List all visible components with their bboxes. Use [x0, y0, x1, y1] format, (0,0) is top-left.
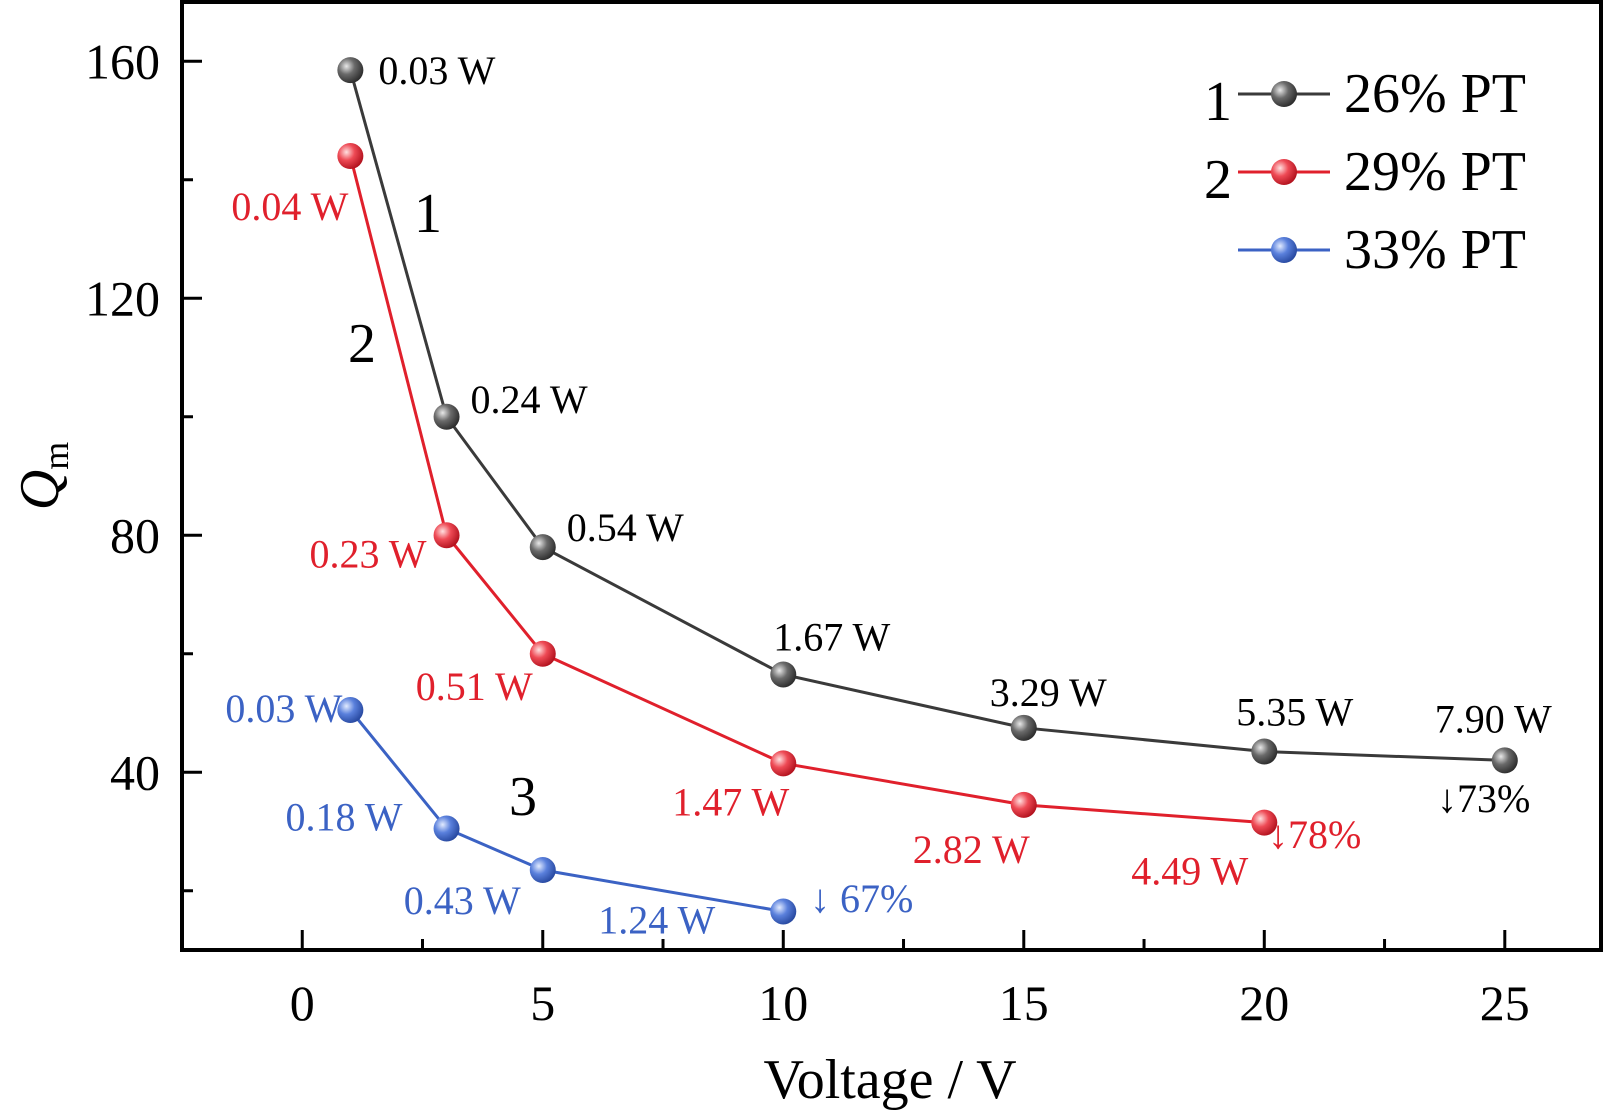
point-label: 7.90 W — [1435, 696, 1552, 741]
series-layer — [337, 57, 1518, 925]
data-point — [337, 143, 364, 170]
data-point — [337, 697, 364, 724]
series-line — [349, 709, 784, 913]
legend-number: 2 — [1204, 149, 1232, 211]
point-label: 1.67 W — [773, 614, 890, 659]
legend-label: 33% PT — [1344, 219, 1526, 281]
x-tick-label: 5 — [530, 975, 555, 1031]
data-point — [770, 750, 797, 777]
data-point — [337, 57, 364, 84]
data-point — [433, 403, 460, 430]
data-point — [433, 815, 460, 842]
y-tick-label: 160 — [85, 33, 160, 89]
data-point — [770, 898, 797, 925]
point-label: 4.49 W — [1131, 849, 1248, 894]
data-point — [529, 640, 556, 667]
legend-entry: 2 29% PT — [1204, 141, 1526, 211]
legend-swatch-marker — [1271, 159, 1297, 185]
point-label: 0.54 W — [567, 505, 684, 550]
data-point — [1251, 738, 1278, 765]
data-point — [529, 534, 556, 561]
curve-number-label: 2 — [348, 313, 376, 375]
data-point — [1010, 714, 1037, 741]
legend-entry: 1 26% PT — [1204, 63, 1526, 133]
plot-frame — [180, 0, 1603, 952]
data-point — [770, 661, 797, 688]
x-tick-label: 25 — [1480, 975, 1530, 1031]
point-label: 3.29 W — [990, 670, 1107, 715]
data-point — [529, 857, 556, 884]
x-axis-title: Voltage / V — [763, 1049, 1016, 1111]
point-label: 0.18 W — [286, 795, 403, 840]
y-tick-label: 120 — [85, 270, 160, 326]
point-label: 0.43 W — [404, 878, 521, 923]
data-point — [1251, 809, 1278, 836]
point-label: 5.35 W — [1236, 690, 1353, 735]
axes: 0 5 10 15 20 25 40 80 120 160 — [85, 33, 1530, 1031]
labels-layer: 0.03 W 0.24 W 0.54 W 1.67 W 3.29 W 5.35 W 7.90… — [225, 48, 1552, 942]
reduction-label: ↓73% — [1437, 776, 1530, 821]
point-label: 1.47 W — [672, 779, 789, 824]
legend-number: 1 — [1204, 71, 1232, 133]
series-line — [348, 155, 1265, 825]
point-label: 0.51 W — [416, 664, 533, 709]
y-axis-title: Qm — [9, 442, 76, 510]
series-3 — [337, 697, 797, 925]
point-label: 0.23 W — [310, 531, 427, 576]
curve-number-label: 1 — [414, 183, 442, 245]
series-2 — [337, 143, 1278, 836]
point-label: 2.82 W — [913, 827, 1030, 872]
y-tick-label: 40 — [110, 744, 160, 800]
x-tick-label: 10 — [758, 975, 808, 1031]
point-label: 0.04 W — [231, 184, 348, 229]
legend-label: 26% PT — [1344, 63, 1526, 125]
legend-swatch-marker — [1271, 81, 1297, 107]
reduction-label: ↓78% — [1268, 812, 1361, 857]
series-1 — [337, 57, 1518, 774]
reduction-label: ↓ 67% — [810, 876, 913, 921]
point-label: 1.24 W — [598, 897, 715, 942]
curve-number-label: 3 — [509, 766, 537, 828]
x-tick-label: 0 — [290, 975, 315, 1031]
y-axis-title-main: Q — [9, 470, 71, 510]
y-axis-title-sub: m — [36, 442, 76, 470]
data-point — [433, 522, 460, 549]
legend: 1 26% PT 2 29% PT 33% PT — [1204, 63, 1526, 281]
legend-swatch-marker — [1271, 237, 1297, 263]
data-point — [1010, 791, 1037, 818]
legend-label: 29% PT — [1344, 141, 1526, 203]
point-label: 0.24 W — [471, 377, 588, 422]
y-tick-label: 80 — [110, 507, 160, 563]
point-label: 0.03 W — [225, 686, 342, 731]
x-tick-label: 20 — [1239, 975, 1289, 1031]
point-label: 0.03 W — [378, 48, 495, 93]
legend-entry: 33% PT — [1238, 219, 1526, 281]
data-point — [1491, 747, 1518, 774]
x-tick-label: 15 — [999, 975, 1049, 1031]
